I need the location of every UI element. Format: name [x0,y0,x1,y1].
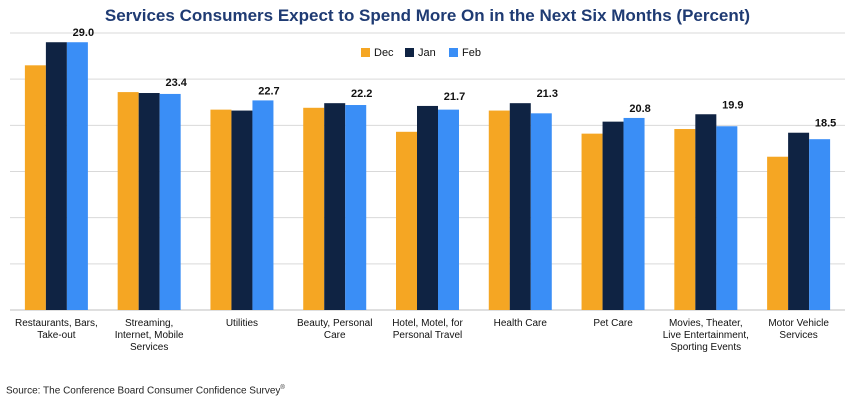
bar-jan [602,121,624,310]
bar-jan [138,93,160,311]
chart-title: Services Consumers Expect to Spend More … [104,6,751,25]
x-tick-label-line: Services [779,330,817,341]
legend: Dec Jan Feb [361,47,481,59]
bar-feb [66,42,88,310]
bar-dec [210,109,232,311]
bar-feb [438,109,459,311]
x-tick-label: Health Care [494,318,548,329]
x-tick-label: Movies, Theater, Live Entertainment, Sport… [663,318,749,353]
x-tick-label-line: Health Care [494,318,548,329]
bar-dec [396,131,417,310]
x-tick-label-line: Services [130,342,168,353]
x-tick-label-line: Hotel, Motel, for [392,318,463,329]
data-label: 18.5 [815,118,836,130]
data-label: 23.4 [165,77,187,89]
data-label: 20.8 [629,103,650,115]
x-tick-label-line: Movies, Theater, [669,318,743,329]
bar-jan [509,103,531,310]
x-tick-label-line: Motor Vehicle [768,318,829,329]
bar-feb [809,139,831,310]
bar-jan [324,103,346,310]
bar-dec [581,133,603,310]
bar-feb [623,117,645,311]
legend-label-dec: Dec [374,47,394,59]
x-tick-label: Motor Vehicle Services [768,318,829,341]
data-labels: 29.0 23.4 22.7 22.2 21.7 21.3 20.8 19.9 18.5 [73,27,837,129]
bar-feb [530,113,552,310]
legend-swatch-jan [405,48,414,57]
bar-jan [788,132,810,310]
x-tick-label-line: Take-out [37,330,76,341]
data-label: 22.7 [258,85,279,97]
x-tick-label: Streaming, Internet, Mobile Services [115,318,184,353]
x-tick-label-line: Care [324,330,346,341]
data-label: 22.2 [351,88,372,100]
bar-dec [117,92,139,311]
legend-label-feb: Feb [462,47,481,59]
x-tick-label-line: Sporting Events [671,342,742,353]
bar-jan [417,105,438,311]
x-tick-label-line: Internet, Mobile [115,330,184,341]
bar-feb [716,126,738,310]
x-tick-label-line: Streaming, [125,318,173,329]
x-tick-label-line: Pet Care [593,318,633,329]
legend-swatch-dec [361,48,370,57]
data-label: 19.9 [722,99,743,111]
registered-mark: ® [280,385,285,391]
bar-dec [767,156,789,310]
x-tick-label-line: Restaurants, Bars, [15,318,98,329]
x-tick-labels: Restaurants, Bars, Take-out Streaming, Inte… [15,318,829,353]
x-tick-label: Beauty, Personal Care [297,318,372,341]
source-text: Source: The Conference Board Consumer Co… [6,385,281,397]
bar-feb [345,105,367,311]
bar-dec [674,129,696,310]
bar-dec [488,110,510,310]
x-tick-label-line: Beauty, Personal [297,318,372,329]
bar-jan [45,42,67,310]
data-label: 21.3 [537,88,558,100]
x-tick-label: Hotel, Motel, for Personal Travel [392,318,463,341]
bars [24,42,831,311]
x-tick-label-line: Live Entertainment, [663,330,749,341]
source-note: Source: The Conference Board Consumer Co… [6,385,285,396]
legend-label-jan: Jan [418,47,436,59]
x-tick-label: Pet Care [593,318,633,329]
x-tick-label: Restaurants, Bars, Take-out [15,318,98,341]
data-label: 29.0 [73,27,94,39]
x-tick-label-line: Utilities [226,318,258,329]
bar-jan [695,114,717,311]
x-tick-label: Utilities [226,318,258,329]
bar-dec [303,107,325,310]
x-tick-label-line: Personal Travel [393,330,462,341]
bar-feb [252,100,274,310]
legend-swatch-feb [449,48,458,57]
bar-jan [231,110,253,310]
data-label: 21.7 [444,91,465,103]
bar-dec [24,65,46,310]
bar-feb [159,93,181,310]
